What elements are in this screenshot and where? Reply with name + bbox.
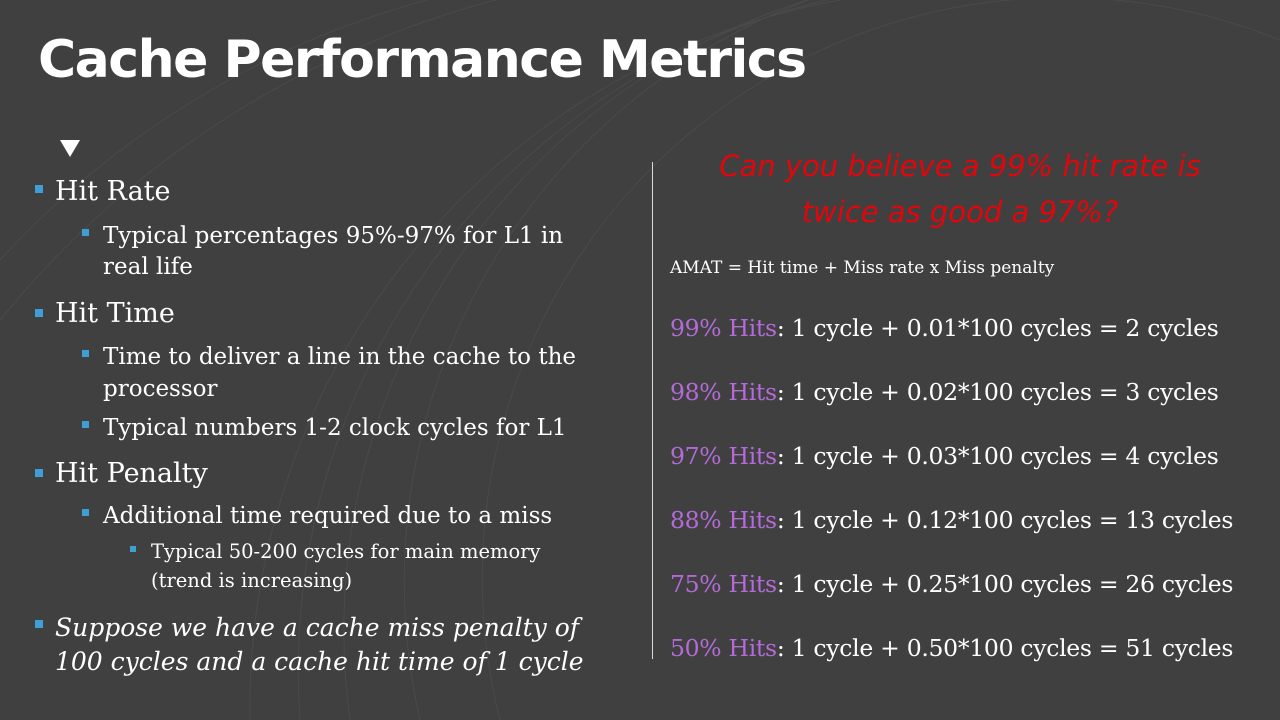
calc-row: 98% Hits: 1 cycle + 0.02*100 cycles = 3 … [670, 378, 1219, 406]
bullet-icon [130, 546, 136, 552]
bullet-icon [35, 469, 43, 477]
bullet-icon [35, 185, 43, 193]
suppose-line1: Suppose we have a cache miss penalty of [55, 613, 579, 642]
amat-formula: AMAT = Hit time + Miss rate x Miss penal… [670, 258, 1055, 278]
hit-time-detail-b: Typical numbers 1-2 clock cycles for L1 [103, 415, 567, 441]
hits-label: 88% Hits [670, 506, 777, 534]
calc-expression: : 1 cycle + 0.02*100 cycles = 3 cycles [776, 378, 1219, 406]
hits-label: 97% Hits [670, 442, 777, 470]
hit-rate-detail-line1: Typical percentages 95%-97% for L1 in [103, 223, 564, 249]
calc-row: 75% Hits: 1 cycle + 0.25*100 cycles = 26… [670, 570, 1233, 598]
calc-expression: : 1 cycle + 0.25*100 cycles = 26 cycles [776, 570, 1234, 598]
hits-label: 75% Hits [670, 570, 777, 598]
hit-time-detail-a-line1: Time to deliver a line in the cache to t… [103, 344, 576, 370]
bullet-icon [35, 309, 43, 317]
hits-label: 98% Hits [670, 378, 777, 406]
calc-expression: : 1 cycle + 0.03*100 cycles = 4 cycles [776, 442, 1219, 470]
question-callout: Can you believe a 99% hit rate is twice … [655, 143, 1265, 235]
bullet-icon [35, 620, 43, 628]
calc-expression: : 1 cycle + 0.01*100 cycles = 2 cycles [776, 314, 1219, 342]
bullet-icon [82, 350, 89, 357]
suppose-line2: 100 cycles and a cache hit time of 1 cyc… [55, 647, 584, 676]
hit-penalty-sub-line2: (trend is increasing) [151, 569, 353, 592]
calc-row: 97% Hits: 1 cycle + 0.03*100 cycles = 4 … [670, 442, 1219, 470]
calc-expression: : 1 cycle + 0.12*100 cycles = 13 cycles [776, 506, 1234, 534]
bullet-icon [82, 229, 89, 236]
calc-row: 50% Hits: 1 cycle + 0.50*100 cycles = 51… [670, 634, 1233, 662]
bullet-hit-rate: Hit Rate [55, 176, 171, 207]
hit-time-detail-a-line2: processor [103, 376, 218, 402]
bullet-hit-penalty: Hit Penalty [55, 458, 208, 489]
bullet-icon [82, 509, 89, 516]
question-line1: Can you believe a 99% hit rate is [719, 149, 1201, 183]
hit-rate-detail-line2: real life [103, 254, 193, 280]
hit-penalty-detail: Additional time required due to a miss [103, 503, 553, 529]
column-divider [652, 162, 653, 659]
question-line2: twice as good a 97%? [801, 195, 1119, 229]
calc-row: 99% Hits: 1 cycle + 0.01*100 cycles = 2 … [670, 314, 1219, 342]
calc-expression: : 1 cycle + 0.50*100 cycles = 51 cycles [776, 634, 1234, 662]
hits-label: 99% Hits [670, 314, 777, 342]
bullet-icon [82, 421, 89, 428]
hits-label: 50% Hits [670, 634, 777, 662]
hit-penalty-sub-line1: Typical 50-200 cycles for main memory [151, 540, 541, 563]
collapse-triangle-icon[interactable] [60, 140, 80, 157]
slide-title: Cache Performance Metrics [38, 30, 807, 90]
calc-row: 88% Hits: 1 cycle + 0.12*100 cycles = 13… [670, 506, 1233, 534]
bullet-hit-time: Hit Time [55, 298, 175, 329]
